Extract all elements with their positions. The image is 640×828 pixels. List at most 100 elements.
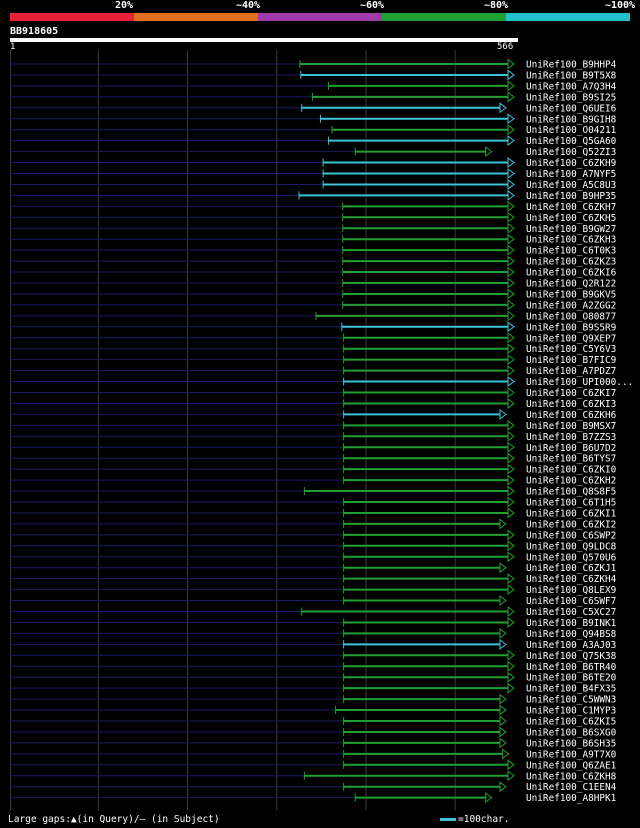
hit-row[interactable]: UniRef100_C1MYP3 [10, 704, 616, 717]
hit-row[interactable]: UniRef100_B6SH35 [10, 737, 616, 749]
hit-label[interactable]: UniRef100_B9T5X8 [526, 70, 617, 81]
hit-row[interactable]: UniRef100_B4FX35 [10, 682, 616, 695]
hit-row[interactable]: UniRef100_B9GW27 [10, 222, 616, 235]
hit-row[interactable]: UniRef100_C6ZKI0 [10, 463, 617, 476]
hit-label[interactable]: UniRef100_Q6UEI6 [526, 103, 617, 114]
hit-label[interactable]: UniRef100_Q2R122 [526, 279, 616, 290]
hit-row[interactable]: UniRef100_B6U7D2 [10, 441, 616, 454]
hit-label[interactable]: UniRef100_A8HPK1 [526, 793, 617, 804]
hit-label[interactable]: UniRef100_Q6ZAE1 [526, 760, 617, 771]
hit-row[interactable]: UniRef100_A7Q3H4 [10, 80, 617, 92]
hit-label[interactable]: UniRef100_C6T1H5 [526, 498, 616, 509]
hit-label[interactable]: UniRef100_B6TR40 [526, 662, 617, 673]
hit-label[interactable]: UniRef100_B6SH35 [526, 738, 616, 749]
hit-row[interactable]: UniRef100_B9SI25 [10, 91, 616, 103]
hit-label[interactable]: UniRef100_B6TYS7 [526, 454, 616, 465]
hit-row[interactable]: UniRef100_C6ZKI7 [10, 387, 616, 399]
hit-row[interactable]: UniRef100_C6ZKH7 [10, 200, 616, 213]
hit-row[interactable]: UniRef100_B7ZZS3 [10, 430, 616, 443]
hit-row[interactable]: UniRef100_C1EEN4 [10, 781, 617, 793]
hit-label[interactable]: UniRef100_A7NYF5 [526, 169, 616, 180]
hit-label[interactable]: UniRef100_A7PDZ7 [526, 366, 616, 377]
hit-row[interactable]: UniRef100_C6ZKI1 [10, 507, 617, 519]
hit-label[interactable]: UniRef100_Q52ZI3 [526, 147, 616, 158]
hit-label[interactable]: UniRef100_C6ZKJ1 [526, 563, 617, 574]
hit-row[interactable]: UniRef100_C6ZKI2 [10, 518, 616, 530]
hit-row[interactable]: UniRef100_C5XC27 [10, 606, 616, 618]
hit-label[interactable]: UniRef100_Q94BS8 [526, 629, 617, 640]
hit-label[interactable]: UniRef100_C6ZKI2 [526, 519, 616, 530]
hit-row[interactable]: UniRef100_B9S5R9 [10, 321, 617, 333]
hit-label[interactable]: UniRef100_Q75K38 [526, 651, 617, 662]
hit-row[interactable]: UniRef100_C6ZKH9 [10, 157, 617, 169]
hit-row[interactable]: UniRef100_Q5GA60 [10, 135, 617, 147]
hit-row[interactable]: UniRef100_A7PDZ7 [10, 365, 616, 377]
hit-label[interactable]: UniRef100_B7FIC9 [526, 355, 617, 366]
hit-row[interactable]: UniRef100_UPI000... [10, 376, 633, 388]
hit-label[interactable]: UniRef100_A9T7X0 [526, 749, 617, 760]
hit-row[interactable]: UniRef100_Q6UEI6 [10, 102, 617, 114]
hit-row[interactable]: UniRef100_C6ZKH6 [10, 408, 617, 421]
hit-row[interactable]: UniRef100_C6ZKI5 [10, 715, 616, 728]
hit-row[interactable]: UniRef100_C6ZKI6 [10, 266, 617, 279]
hit-row[interactable]: UniRef100_Q8LEX9 [10, 584, 617, 596]
hit-label[interactable]: UniRef100_B9HP35 [526, 191, 616, 202]
hit-label[interactable]: UniRef100_C6ZKI0 [526, 465, 617, 476]
hit-row[interactable]: UniRef100_B9GKV5 [10, 288, 616, 300]
hit-label[interactable]: UniRef100_C6ZKZ3 [526, 257, 616, 268]
hit-row[interactable]: UniRef100_C6ZKH5 [10, 211, 616, 224]
hit-label[interactable]: UniRef100_B9HHP4 [526, 60, 617, 71]
hit-row[interactable]: UniRef100_B9GIH8 [10, 113, 617, 125]
hit-label[interactable]: UniRef100_C5Y6V3 [526, 344, 616, 355]
hit-row[interactable]: UniRef100_A9T7X0 [10, 748, 617, 760]
hit-row[interactable]: UniRef100_Q2R122 [10, 277, 616, 290]
hit-row[interactable]: UniRef100_C6ZKI3 [10, 397, 616, 410]
hit-label[interactable]: UniRef100_C6ZKH2 [526, 476, 616, 487]
hit-label[interactable]: UniRef100_B9INK1 [526, 618, 617, 629]
hit-row[interactable]: UniRef100_Q94BS8 [10, 627, 617, 640]
hit-label[interactable]: UniRef100_Q5GA60 [526, 136, 617, 147]
hit-label[interactable]: UniRef100_B9GKV5 [526, 289, 616, 300]
hit-row[interactable]: UniRef100_C5Y6V3 [10, 343, 616, 355]
hit-row[interactable]: UniRef100_B6TE20 [10, 671, 617, 684]
hit-row[interactable]: UniRef100_B9HP35 [10, 189, 616, 202]
hit-label[interactable]: UniRef100_UPI000... [526, 377, 633, 388]
hit-row[interactable]: UniRef100_B9T5X8 [10, 69, 617, 81]
hit-row[interactable]: UniRef100_C6ZKH4 [10, 573, 617, 585]
hit-label[interactable]: UniRef100_B4FX35 [526, 684, 616, 695]
hit-row[interactable]: UniRef100_B6SXG0 [10, 726, 617, 738]
hit-label[interactable]: UniRef100_Q8LEX9 [526, 585, 617, 596]
hit-label[interactable]: UniRef100_Q9LDC8 [526, 541, 617, 552]
hit-label[interactable]: UniRef100_B9GW27 [526, 224, 616, 235]
hit-label[interactable]: UniRef100_C6ZKH9 [526, 158, 617, 169]
hit-row[interactable]: UniRef100_Q6ZAE1 [10, 759, 617, 771]
hit-label[interactable]: UniRef100_C5WWN3 [526, 695, 616, 706]
hit-label[interactable]: UniRef100_C6ZKI3 [526, 399, 616, 410]
hit-label[interactable]: UniRef100_C1MYP3 [526, 706, 616, 717]
hit-row[interactable]: UniRef100_Q9LDC8 [10, 540, 617, 552]
hit-label[interactable]: UniRef100_B9S5R9 [526, 322, 617, 333]
hit-row[interactable]: UniRef100_C6ZKH3 [10, 233, 616, 246]
hit-label[interactable]: UniRef100_C6ZKI7 [526, 388, 616, 399]
hit-row[interactable]: UniRef100_A2ZGG2 [10, 299, 616, 311]
hit-label[interactable]: UniRef100_C5XC27 [526, 607, 616, 618]
hit-label[interactable]: UniRef100_O04211 [526, 125, 617, 136]
hit-row[interactable]: UniRef100_C6T1H5 [10, 496, 616, 509]
hit-label[interactable]: UniRef100_Q9XEP7 [526, 333, 616, 344]
hit-row[interactable]: UniRef100_C6ZKZ3 [10, 255, 616, 268]
hit-label[interactable]: UniRef100_C6SWP2 [526, 530, 616, 541]
hit-label[interactable]: UniRef100_Q8S8F5 [526, 487, 616, 498]
hit-row[interactable]: UniRef100_Q8S8F5 [10, 485, 616, 498]
hit-row[interactable]: UniRef100_B7FIC9 [10, 354, 617, 366]
hit-label[interactable]: UniRef100_C6ZKH6 [526, 410, 617, 421]
hit-label[interactable]: UniRef100_C6ZKH5 [526, 213, 616, 224]
hit-row[interactable]: UniRef100_C5WWN3 [10, 693, 616, 706]
hit-row[interactable]: UniRef100_C6SWP2 [10, 529, 616, 541]
hit-row[interactable]: UniRef100_C6ZKH8 [10, 770, 617, 782]
hit-row[interactable]: UniRef100_B9MSX7 [10, 419, 616, 432]
hit-row[interactable]: UniRef100_B9INK1 [10, 616, 617, 629]
hit-label[interactable]: UniRef100_C6T0K3 [526, 246, 616, 257]
hit-row[interactable]: UniRef100_Q9XEP7 [10, 332, 616, 344]
hit-label[interactable]: UniRef100_O80877 [526, 311, 616, 322]
hit-label[interactable]: UniRef100_B9MSX7 [526, 421, 616, 432]
